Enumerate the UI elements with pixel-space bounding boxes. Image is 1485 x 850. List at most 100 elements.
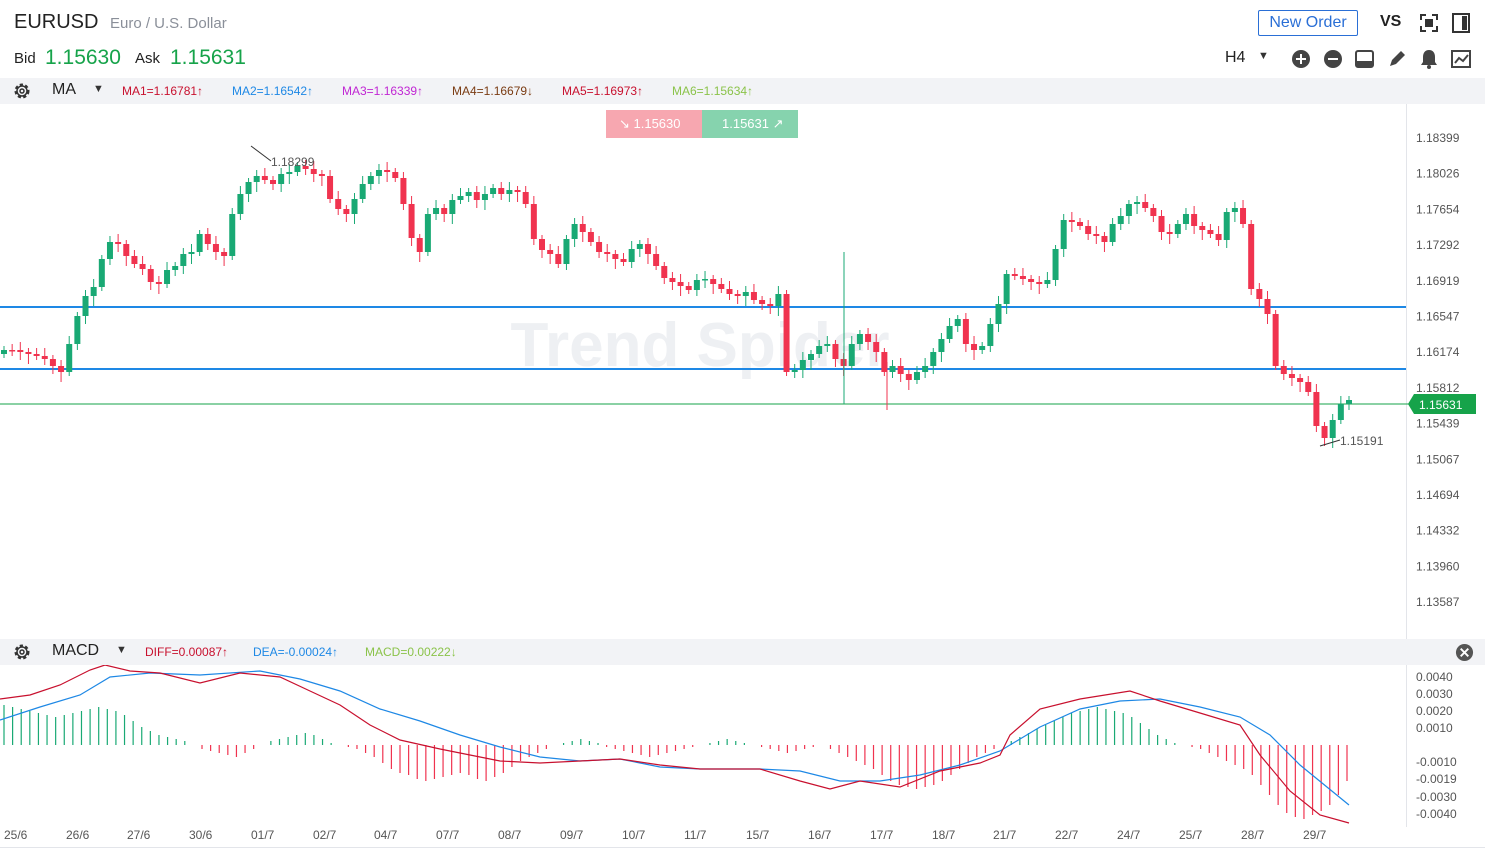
macd-indicator-bar: MACD ▼ DIFF=0.00087↑ DEA=-0.00024↑ MACD=… <box>0 639 1485 665</box>
ma3-value: MA3=1.16339↑ <box>342 84 424 98</box>
date-axis-label: 27/6 <box>127 828 151 842</box>
sidebar-icon[interactable] <box>1450 12 1472 34</box>
indicator-name[interactable]: MA <box>52 81 76 98</box>
candle <box>1337 396 1344 424</box>
ma-indicator-bar: MA ▼ MA1=1.16781↑ MA2=1.16542↑ MA3=1.163… <box>0 78 1485 104</box>
bid-value: 1.15630 <box>45 46 121 69</box>
candle <box>392 168 399 182</box>
price-axis-label: 1.16547 <box>1416 310 1460 324</box>
chevron-down-icon[interactable]: ▼ <box>93 83 104 95</box>
candle <box>808 350 814 370</box>
zoom-in-icon[interactable] <box>1290 48 1312 70</box>
gear-icon[interactable] <box>12 642 32 662</box>
candle <box>856 330 863 350</box>
candle <box>922 358 929 378</box>
candle <box>1240 200 1247 228</box>
candle <box>881 348 888 376</box>
candle <box>229 208 236 260</box>
candle <box>261 168 268 184</box>
candle <box>628 241 635 268</box>
macd-chart[interactable]: 0.0040 0.0030 0.0020 0.0010 -0.0010 -0.0019 -0… <box>0 664 1485 827</box>
chevron-down-icon[interactable]: ▼ <box>116 644 127 656</box>
price-axis-label: 1.18026 <box>1416 167 1460 181</box>
candle <box>913 366 920 384</box>
candles <box>1 160 1352 448</box>
date-axis-label: 11/7 <box>684 828 707 842</box>
candle <box>946 318 953 343</box>
candle <box>530 196 537 245</box>
new-order-button[interactable]: New Order <box>1258 10 1358 36</box>
price-axis-label: 1.16919 <box>1416 274 1460 288</box>
symbol-name[interactable]: EURUSD <box>14 11 99 33</box>
candle <box>587 228 594 246</box>
price-axis-label: 1.16174 <box>1416 345 1460 359</box>
candle <box>237 186 244 220</box>
date-axis-label: 26/6 <box>66 828 90 842</box>
candle <box>1085 220 1092 240</box>
candle <box>1044 272 1051 288</box>
candle <box>1305 376 1312 396</box>
date-axis-label: 29/7 <box>1303 828 1327 842</box>
layout-icon[interactable] <box>1354 48 1376 70</box>
price-axis-label: 1.15439 <box>1416 417 1460 431</box>
candle <box>335 191 342 215</box>
candlestick-chart[interactable]: Trend Spider 1.183991.180261.176541.1729… <box>0 104 1485 640</box>
date-axis-label: 28/7 <box>1241 828 1265 842</box>
candle <box>791 364 798 378</box>
macd-axis-label: 0.0020 <box>1416 704 1453 718</box>
price-chart[interactable]: Trend Spider 1.18399 1.18026 1.17654 1.1729… <box>0 104 1485 640</box>
fullscreen-icon[interactable] <box>1418 12 1440 34</box>
candle <box>620 253 627 266</box>
candle <box>1199 222 1206 240</box>
date-axis-label: 09/7 <box>560 828 584 842</box>
candle <box>832 340 839 367</box>
candle <box>1191 206 1198 234</box>
buy-quote-button[interactable]: 1.15631 ↗ <box>702 110 798 138</box>
candle <box>310 161 317 182</box>
indicator-name[interactable]: MACD <box>52 642 100 659</box>
date-axis-label: 10/7 <box>622 828 646 842</box>
bell-icon[interactable] <box>1418 48 1440 70</box>
price-axis-label: 1.15067 <box>1416 452 1460 466</box>
macd-axis-label: 0.0040 <box>1416 670 1453 684</box>
ma2-value: MA2=1.16542↑ <box>232 84 314 98</box>
candle <box>139 256 146 275</box>
candle <box>367 172 374 190</box>
timeframe-selector[interactable]: H4 <box>1225 49 1246 66</box>
candle <box>17 342 24 360</box>
chevron-down-icon[interactable]: ▼ <box>1258 50 1269 62</box>
candle <box>514 186 521 202</box>
candle <box>1077 218 1083 230</box>
candle <box>726 281 733 300</box>
candle <box>473 186 480 208</box>
candle <box>131 250 138 268</box>
candle <box>775 286 782 316</box>
date-axis-label: 17/7 <box>870 828 894 842</box>
candle <box>1068 212 1075 232</box>
candle <box>1231 202 1238 222</box>
candle <box>490 184 497 198</box>
macd-histogram <box>3 705 1348 819</box>
macd-plot[interactable]: 0.0040 0.0030 0.0020 0.0010 -0.0010 -0.0019 -0… <box>0 664 1485 827</box>
compare-button[interactable]: VS <box>1380 13 1402 30</box>
candle <box>155 276 162 294</box>
ma1-value: MA1=1.16781↑ <box>122 84 204 98</box>
candle <box>294 162 301 176</box>
sell-quote-button[interactable]: ↘ 1.15630 <box>606 110 702 138</box>
chart-icon[interactable] <box>1450 48 1472 70</box>
price-axis-label: 1.18399 <box>1416 131 1460 145</box>
candle <box>465 188 472 202</box>
close-icon[interactable] <box>1455 643 1474 662</box>
candle <box>971 336 978 360</box>
candle <box>1109 218 1116 246</box>
candle <box>571 218 578 247</box>
candle <box>644 238 651 264</box>
candle <box>253 170 260 192</box>
price-axis-label: 1.13587 <box>1416 595 1460 609</box>
pencil-icon[interactable] <box>1386 48 1408 70</box>
candle <box>685 282 692 294</box>
gear-icon[interactable] <box>12 81 32 101</box>
zoom-out-icon[interactable] <box>1322 48 1344 70</box>
dea-line <box>0 670 1350 806</box>
candle <box>1134 196 1141 214</box>
